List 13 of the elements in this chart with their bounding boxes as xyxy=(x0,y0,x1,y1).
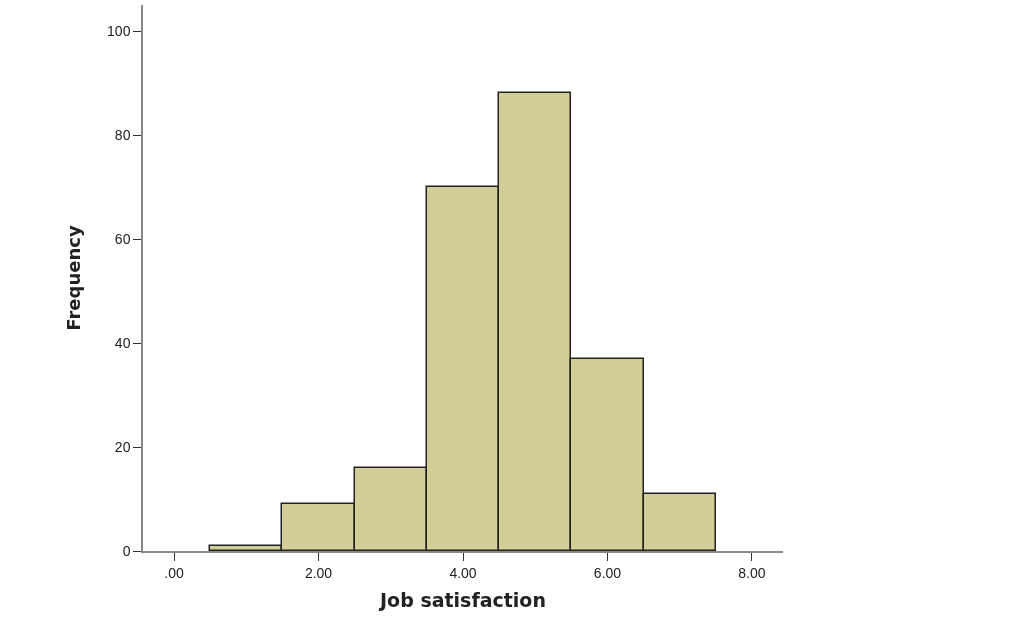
x-tick-label: .00 xyxy=(164,564,184,581)
x-tick-label: 2.00 xyxy=(304,564,333,581)
x-tick-label: 6.00 xyxy=(593,564,622,581)
y-axis-title: Frequency xyxy=(62,225,84,331)
x-axis-title: Job satisfaction xyxy=(378,588,546,611)
y-tick-label: 100 xyxy=(107,22,131,39)
y-tick-label: 0 xyxy=(122,542,131,559)
x-tick-label: 8.00 xyxy=(738,564,766,581)
y-tick-label: 20 xyxy=(114,438,131,455)
x-tick-label: 4.00 xyxy=(449,564,477,581)
y-tick-label: 80 xyxy=(114,126,131,143)
y-tick-label: 60 xyxy=(114,230,131,247)
y-tick-label: 40 xyxy=(114,334,131,351)
